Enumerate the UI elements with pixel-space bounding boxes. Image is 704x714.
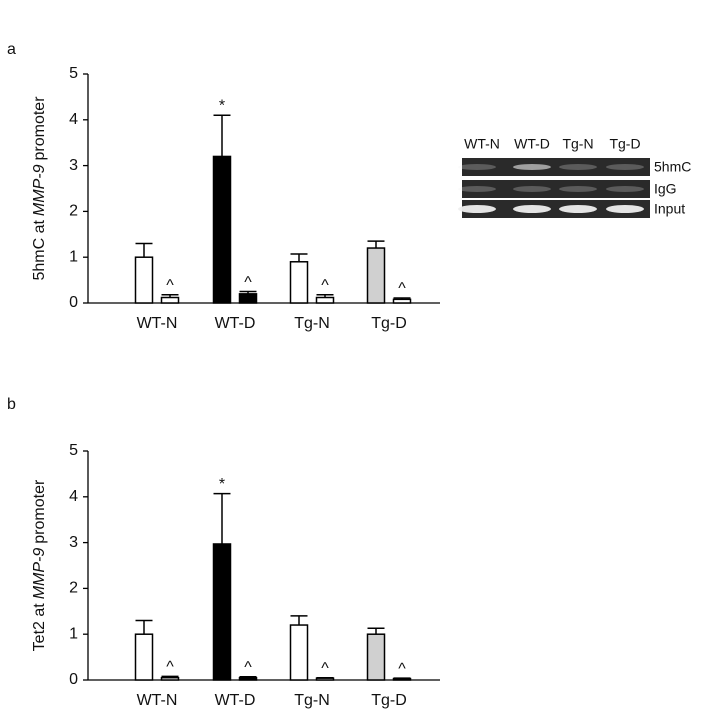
significance-mark: ^ bbox=[166, 277, 174, 294]
x-tick-label: WT-N bbox=[137, 692, 178, 709]
gel-band bbox=[513, 186, 551, 192]
y-label-part: 5hmC at bbox=[31, 220, 48, 281]
significance-mark: ^ bbox=[321, 277, 329, 294]
bar bbox=[315, 296, 335, 304]
bar bbox=[212, 155, 232, 304]
x-tick-label: WT-N bbox=[137, 315, 178, 332]
x-tick-label: Tg-D bbox=[371, 315, 407, 332]
significance-mark: ^ bbox=[321, 660, 329, 677]
bar bbox=[366, 247, 386, 304]
gel-strip bbox=[462, 200, 650, 218]
bar bbox=[160, 676, 180, 681]
bar bbox=[289, 261, 309, 304]
gel-band bbox=[458, 186, 496, 192]
significance-mark: ^ bbox=[244, 659, 252, 676]
y-tick-label: 4 bbox=[69, 111, 78, 128]
y-tick-label: 3 bbox=[69, 157, 78, 174]
gel-band bbox=[458, 205, 496, 213]
x-tick-label: WT-D bbox=[215, 315, 256, 332]
y-tick-label: 5 bbox=[69, 65, 78, 82]
significance-mark: * bbox=[219, 476, 225, 493]
y-tick-label: 2 bbox=[69, 580, 78, 597]
bar bbox=[238, 676, 258, 681]
x-tick-label: Tg-D bbox=[371, 692, 407, 709]
gel-band bbox=[606, 164, 644, 170]
x-tick-label: Tg-N bbox=[294, 315, 330, 332]
gel-lane-label: WT-D bbox=[514, 136, 550, 152]
gel-row-label: Input bbox=[654, 201, 685, 217]
y-axis-label: 5hmC at MMP-9 promoter bbox=[31, 96, 48, 281]
y-label-part: Tet2 at bbox=[31, 603, 48, 652]
significance-mark: * bbox=[219, 97, 225, 114]
y-label-part: promoter bbox=[31, 96, 48, 161]
bar bbox=[315, 677, 335, 681]
bar bbox=[366, 633, 386, 681]
bar bbox=[238, 293, 258, 304]
bar bbox=[212, 543, 232, 681]
gel-band bbox=[606, 205, 644, 213]
significance-mark: ^ bbox=[398, 280, 406, 297]
gel-band bbox=[559, 205, 597, 213]
y-label-part: MMP-9 bbox=[31, 548, 48, 600]
significance-mark: ^ bbox=[166, 659, 174, 676]
gel-lane-label: WT-N bbox=[464, 136, 500, 152]
gel-row-label: IgG bbox=[654, 181, 677, 197]
significance-mark: ^ bbox=[398, 660, 406, 677]
bar bbox=[134, 633, 154, 681]
significance-mark: ^ bbox=[244, 274, 252, 291]
bar bbox=[289, 624, 309, 681]
y-axis-label: Tet2 at MMP-9 promoter bbox=[31, 479, 48, 651]
y-tick-label: 4 bbox=[69, 488, 78, 505]
y-tick-label: 5 bbox=[69, 442, 78, 459]
y-label-part: promoter bbox=[31, 479, 48, 544]
gel-band bbox=[513, 164, 551, 170]
bar bbox=[160, 296, 180, 304]
gel-band bbox=[606, 186, 644, 192]
gel-band bbox=[513, 205, 551, 213]
bar bbox=[392, 677, 412, 681]
panel-label: b bbox=[7, 396, 16, 413]
y-label-part: MMP-9 bbox=[31, 164, 48, 216]
gel-band bbox=[458, 164, 496, 170]
gel-lane-label: Tg-D bbox=[609, 136, 640, 152]
gel-band bbox=[559, 164, 597, 170]
y-tick-label: 0 bbox=[69, 294, 78, 311]
y-tick-label: 1 bbox=[69, 248, 78, 265]
gel-strip bbox=[462, 180, 650, 198]
gel-band bbox=[559, 186, 597, 192]
gel-strip bbox=[462, 158, 650, 176]
bar bbox=[134, 256, 154, 304]
y-tick-label: 2 bbox=[69, 203, 78, 220]
x-tick-label: WT-D bbox=[215, 692, 256, 709]
y-tick-label: 0 bbox=[69, 671, 78, 688]
x-tick-label: Tg-N bbox=[294, 692, 330, 709]
bar bbox=[392, 298, 412, 304]
y-tick-label: 1 bbox=[69, 625, 78, 642]
gel-row-label: 5hmC bbox=[654, 159, 691, 175]
y-tick-label: 3 bbox=[69, 534, 78, 551]
panel-label: a bbox=[7, 41, 16, 58]
gel-lane-label: Tg-N bbox=[562, 136, 593, 152]
